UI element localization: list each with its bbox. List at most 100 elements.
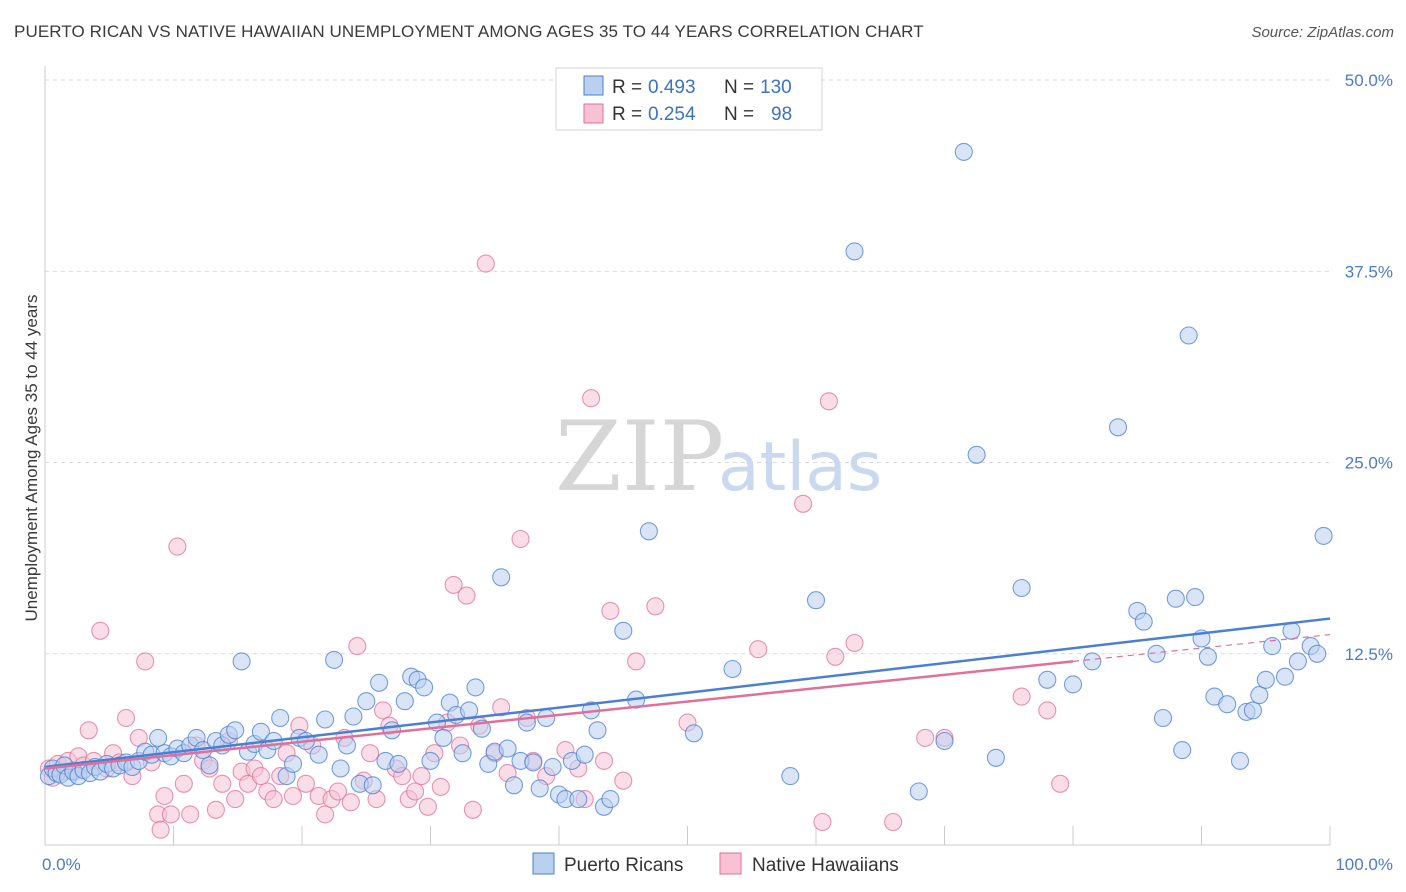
- puerto-rican-point-84: [569, 790, 588, 809]
- native-hawaiian-point-83: [594, 751, 614, 770]
- trend-line-puerto-ricans: [44, 617, 1331, 769]
- puerto-rican-point-61: [421, 751, 440, 770]
- watermark-atlas: atlas: [718, 428, 882, 507]
- legend-r-label-2: R =: [612, 104, 642, 125]
- bottom-legend: Puerto Ricans Native Hawaiians: [532, 852, 899, 876]
- puerto-rican-point-112: [1166, 589, 1185, 608]
- puerto-rican-point-33: [232, 652, 251, 671]
- puerto-rican-point-107: [1108, 418, 1128, 437]
- puerto-rican-point-95: [781, 767, 800, 786]
- puerto-rican-point-32: [226, 721, 245, 740]
- native-hawaiian-point-25: [181, 805, 200, 824]
- grid-lines: [45, 79, 1330, 655]
- puerto-rican-point-119: [1218, 695, 1237, 714]
- native-hawaiian-point-62: [418, 797, 437, 816]
- native-hawaiian-point-17: [136, 652, 155, 671]
- native-hawaiian-point-32: [226, 790, 245, 809]
- puerto-rican-point-114: [1179, 326, 1198, 345]
- puerto-rican-point-122: [1243, 701, 1262, 720]
- legend-n-label-1: N =: [724, 77, 754, 98]
- native-hawaiian-point-100: [1051, 774, 1070, 793]
- puerto-rican-point-102: [986, 748, 1005, 767]
- puerto-rican-point-28: [200, 756, 219, 775]
- native-hawaiian-point-23: [168, 537, 187, 556]
- native-hawaiian-point-90: [794, 494, 813, 513]
- puerto-rican-point-111: [1153, 708, 1173, 728]
- puerto-rican-point-66: [453, 744, 472, 763]
- puerto-rican-point-47: [331, 759, 350, 778]
- native-hawaiian-point-20: [151, 820, 170, 839]
- x-tick-label-1: 100.0%: [1335, 855, 1393, 874]
- puerto-rican-point-98: [909, 782, 928, 801]
- y-tick-label-2: 37.5%: [1345, 262, 1393, 281]
- y-axis-label: Unemployment Among Ages 35 to 44 years: [22, 295, 41, 622]
- legend-swatch-pink: [583, 103, 604, 124]
- puerto-rican-point-94: [723, 659, 742, 679]
- bottom-legend-native-hawaiians: Native Hawaiians: [752, 855, 899, 876]
- y-tick-label-0: 12.5%: [1345, 645, 1393, 664]
- native-hawaiian-point-73: [492, 698, 511, 717]
- puerto-rican-point-115: [1186, 588, 1205, 607]
- legend-r-value-1: 0.493: [648, 77, 696, 98]
- native-hawaiian-point-87: [646, 597, 665, 616]
- native-hawaiian-point-85: [614, 771, 633, 790]
- native-hawaiian-point-84: [601, 601, 620, 620]
- legend: R = 0.493 N = 130 R = 0.254 N = 98: [555, 67, 823, 131]
- puerto-rican-point-46: [325, 650, 344, 669]
- native-hawaiian-point-53: [361, 744, 380, 763]
- native-hawaiian-point-50: [341, 793, 360, 812]
- native-hawaiian-point-95: [884, 812, 903, 832]
- native-hawaiian-point-96: [916, 728, 935, 747]
- native-hawaiian-point-60: [406, 782, 425, 801]
- puerto-rican-point-100: [954, 142, 973, 161]
- puerto-rican-point-120: [1230, 751, 1250, 770]
- native-hawaiian-point-51: [348, 637, 367, 656]
- puerto-rican-point-52: [363, 776, 382, 795]
- native-hawaiian-point-98: [1012, 687, 1031, 706]
- native-hawaiian-point-64: [431, 777, 450, 796]
- x-tick-labels: 0.0% 100.0%: [42, 855, 1393, 874]
- puerto-rican-point-90: [614, 621, 633, 640]
- puerto-rican-point-39: [271, 708, 290, 728]
- native-hawaiian-point-66: [444, 575, 463, 594]
- native-hawaiian-point-36: [251, 767, 270, 786]
- native-hawaiian-point-43: [296, 774, 315, 793]
- native-hawaiian-point-71: [476, 254, 495, 273]
- puerto-rican-point-60: [415, 678, 434, 697]
- native-hawaiian-point-24: [174, 774, 193, 793]
- native-hawaiian-point-10: [91, 621, 110, 640]
- puerto-rican-point-73: [498, 739, 517, 758]
- y-tick-labels: 12.5% 25.0% 37.5% 50.0%: [1345, 71, 1393, 664]
- native-hawaiian-point-48: [328, 782, 348, 801]
- puerto-rican-point-85: [575, 745, 594, 764]
- native-hawaiian-point-93: [826, 647, 845, 666]
- legend-r-label-1: R =: [612, 77, 642, 98]
- source-label: Source: ZipAtlas.com: [1251, 24, 1394, 41]
- legend-n-value-1: 130: [760, 77, 792, 98]
- puerto-rican-point-97: [845, 242, 864, 261]
- puerto-rican-point-130: [1308, 644, 1327, 663]
- legend-n-value-2: 98: [771, 104, 792, 125]
- native-hawaiian-point-91: [813, 812, 832, 832]
- puerto-rican-point-51: [357, 692, 376, 711]
- puerto-rican-point-99: [935, 731, 954, 751]
- native-hawaiian-point-29: [206, 800, 225, 819]
- puerto-rican-point-44: [309, 745, 328, 764]
- native-hawaiian-point-61: [412, 767, 431, 786]
- puerto-rican-point-74: [504, 776, 524, 795]
- puerto-rican-point-55: [382, 721, 402, 740]
- puerto-rican-point-126: [1275, 667, 1295, 686]
- puerto-rican-point-125: [1263, 637, 1282, 656]
- native-hawaiian-point-92: [819, 392, 838, 411]
- axes: [44, 66, 1331, 846]
- puerto-rican-point-106: [1083, 652, 1102, 671]
- y-tick-label-3: 50.0%: [1345, 71, 1393, 90]
- puerto-rican-point-113: [1173, 741, 1192, 760]
- legend-n-label-2: N =: [724, 104, 754, 125]
- native-hawaiian-point-22: [161, 805, 180, 824]
- puerto-rican-point-41: [283, 754, 303, 773]
- puerto-rican-point-101: [967, 445, 986, 464]
- native-hawaiian-point-30: [213, 774, 232, 793]
- trend-line-native-hawaiians: [44, 660, 1074, 770]
- native-hawaiian-point-75: [511, 529, 530, 549]
